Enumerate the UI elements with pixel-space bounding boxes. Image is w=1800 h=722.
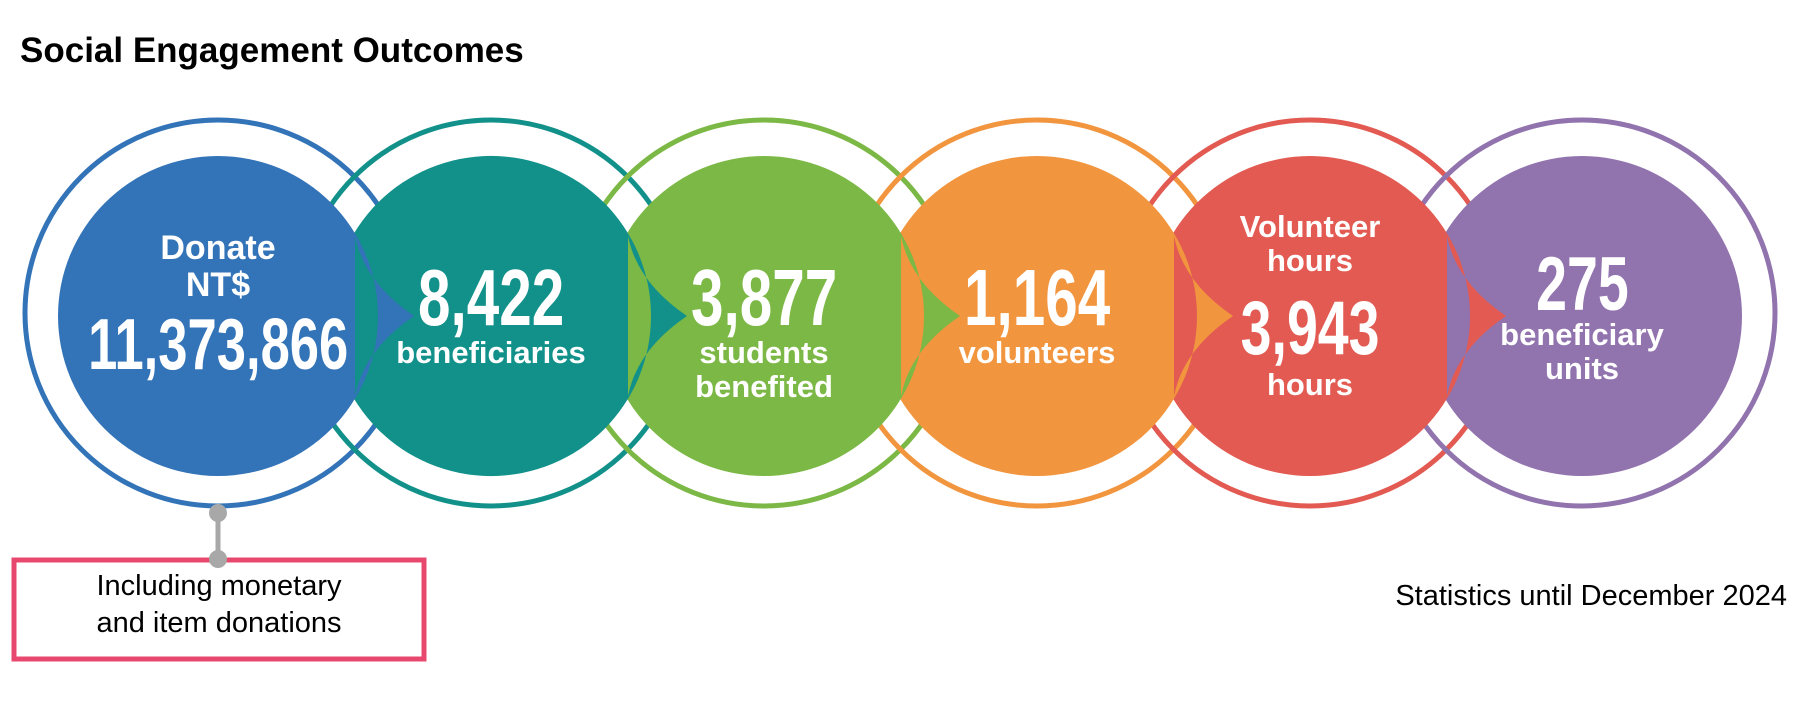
bubble-text-volunteer-hours: Volunteer hours 3,943 hours	[1130, 210, 1490, 402]
bubble-value: 1,164	[963, 253, 1111, 342]
bubble-label: benefited	[695, 369, 833, 404]
bubble-volunteers	[877, 156, 1233, 476]
bubble-value: 275	[1535, 242, 1629, 327]
callout-note-line: Including monetary	[96, 570, 342, 602]
bubble-label: Volunteer	[1239, 209, 1381, 244]
page-title: Social Engagement Outcomes	[20, 31, 524, 70]
bubble-label: students	[699, 335, 829, 370]
bubble-beneficiaries	[330, 155, 687, 477]
bubble-text-students-benefited: 3,877 students benefited	[584, 254, 944, 404]
bubble-students-benefited	[604, 156, 960, 476]
bubble-label: NT$	[185, 266, 251, 304]
bubble-label: beneficiary	[1500, 317, 1664, 352]
callout-note-line: and item donations	[96, 607, 342, 639]
bubble-volunteer-hours	[1150, 156, 1506, 476]
bubble-value: 8,422	[417, 253, 565, 342]
bubble-text-donation: Donate NT$ 11,373,866	[38, 229, 398, 385]
connector-dot-top	[209, 504, 227, 522]
bubble-text-beneficiary-units: 275 beneficiary units	[1402, 244, 1762, 386]
bubble-text-volunteers: 1,164 volunteers	[857, 254, 1217, 370]
bubble-fills	[58, 155, 1742, 477]
bubble-label: beneficiaries	[396, 335, 586, 370]
callout-connector	[209, 504, 227, 568]
bubble-label: units	[1544, 351, 1620, 386]
bubble-label: volunteers	[958, 335, 1116, 370]
callout-note: Including monetary and item donations	[14, 568, 424, 642]
statistics-footnote: Statistics until December 2024	[1395, 580, 1787, 612]
bubble-label: hours	[1266, 243, 1354, 278]
connector-dot-bottom	[209, 550, 227, 568]
bubble-donation	[58, 156, 414, 476]
bubble-text-beneficiaries: 8,422 beneficiaries	[311, 254, 671, 370]
bubble-value: 3,877	[690, 253, 838, 342]
bubble-value: 11,373,866	[87, 305, 349, 385]
bubble-beneficiary-units	[1422, 156, 1742, 476]
bubble-label: hours	[1266, 367, 1354, 402]
bubble-value: 3,943	[1240, 286, 1380, 371]
bubble-label: Donate	[160, 229, 276, 267]
